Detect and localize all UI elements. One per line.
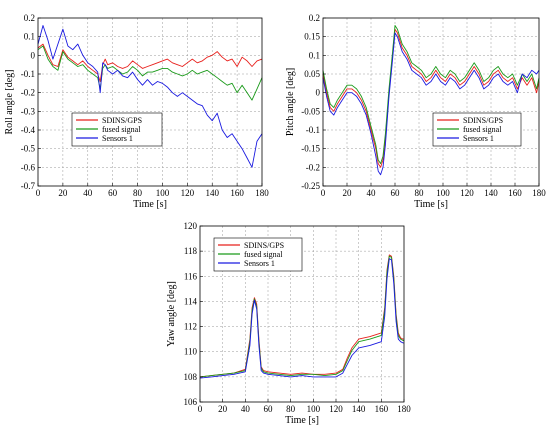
legend-label: fused signal: [244, 250, 283, 259]
y-tick-label: -0.15: [301, 144, 320, 154]
x-tick-label: 0: [321, 188, 326, 198]
plot-frame: [199, 225, 405, 403]
y-tick-label: 0.1: [309, 50, 320, 60]
y-tick-label: 120: [184, 221, 198, 231]
plot-frame: [37, 17, 263, 187]
legend-label: Sensors 1: [244, 259, 275, 268]
y-tick-label: 0.2: [309, 13, 320, 23]
legend-label: SDINS/GPS: [102, 116, 142, 125]
x-tick-label: 120: [181, 188, 195, 198]
y-tick-label: -0.2: [306, 162, 320, 172]
x-tick-label: 60: [108, 188, 118, 198]
x-tick-label: 20: [58, 188, 68, 198]
y-tick-label: 106: [184, 397, 198, 407]
y-tick-label: -0.05: [301, 106, 320, 116]
x-tick-label: 0: [198, 404, 203, 414]
y-tick-label: 116: [184, 271, 198, 281]
y-tick-label: -0.3: [21, 106, 36, 116]
series-line-2: [37, 25, 263, 168]
roll-angle-chart: 0 20 40 60 80 100 120 140 160 180 -0.7 -0.6 -0.5 -0.4…: [4, 13, 269, 210]
x-tick-label: 140: [352, 404, 366, 414]
y-tick-label: 0.1: [24, 32, 35, 42]
series-line-1: [37, 45, 263, 101]
y-axis-label: Yaw angle [deg]: [166, 281, 177, 347]
x-tick-label: 180: [397, 404, 411, 414]
plot-frame: [322, 17, 540, 187]
x-axis-label: Time [s]: [414, 199, 448, 210]
y-tick-label: -0.25: [301, 181, 320, 191]
pitch-angle-chart: 0 20 40 60 80 100 120 140 160 180 -0.25 -0.2 -0.15 -0…: [285, 13, 546, 210]
y-tick-label: 0: [316, 88, 321, 98]
y-tick-label: 0.05: [304, 69, 320, 79]
series-line-2: [322, 32, 540, 176]
y-tick-label: -0.7: [21, 181, 36, 191]
y-tick-label: 0: [31, 50, 36, 60]
x-tick-label: 160: [375, 404, 389, 414]
x-tick-label: 60: [264, 404, 274, 414]
y-tick-label: -0.2: [21, 88, 35, 98]
x-tick-label: 0: [36, 188, 41, 198]
x-tick-label: 20: [218, 404, 228, 414]
y-tick-label: -0.6: [21, 162, 36, 172]
y-tick-label: -0.1: [306, 125, 320, 135]
y-axis-label: Roll angle [deg]: [4, 70, 15, 135]
series-line-1: [199, 255, 404, 378]
x-axis-label: Time [s]: [133, 199, 167, 210]
x-axis-label: Time [s]: [285, 415, 319, 426]
y-tick-label: 114: [184, 296, 198, 306]
y-axis-label: Pitch angle [deg]: [285, 68, 296, 136]
series-line-2: [199, 258, 404, 379]
series-line-0: [199, 254, 404, 378]
x-tick-label: 20: [343, 188, 353, 198]
x-tick-label: 140: [484, 188, 498, 198]
x-tick-label: 40: [241, 404, 251, 414]
x-tick-label: 180: [255, 188, 269, 198]
yaw-angle-chart: 0 20 40 60 80 100 120 140 160 180 106 108 110 112 114 1…: [166, 221, 411, 426]
series-line-0: [37, 43, 263, 82]
x-tick-label: 140: [205, 188, 219, 198]
y-tick-label: 112: [184, 322, 197, 332]
legend-label: SDINS/GPS: [244, 241, 284, 250]
legend-label: Sensors 1: [102, 134, 133, 143]
x-tick-label: 100: [156, 188, 170, 198]
y-tick-label: 118: [184, 246, 198, 256]
x-tick-label: 160: [230, 188, 244, 198]
x-tick-label: 40: [83, 188, 93, 198]
legend-label: Sensors 1: [463, 134, 494, 143]
y-tick-label: 0.15: [304, 32, 320, 42]
legend-label: fused signal: [102, 125, 141, 134]
y-tick-label: -0.5: [21, 144, 36, 154]
x-tick-label: 180: [532, 188, 546, 198]
x-tick-label: 100: [436, 188, 450, 198]
x-tick-label: 100: [307, 404, 321, 414]
x-tick-label: 80: [133, 188, 143, 198]
x-tick-label: 80: [286, 404, 296, 414]
y-tick-label: -0.4: [21, 125, 36, 135]
y-tick-label: 108: [184, 372, 198, 382]
x-tick-label: 160: [508, 188, 522, 198]
y-tick-label: 110: [184, 347, 198, 357]
x-tick-label: 120: [460, 188, 474, 198]
series-line-1: [322, 25, 540, 165]
legend-label: SDINS/GPS: [463, 116, 503, 125]
x-tick-label: 120: [329, 404, 343, 414]
x-tick-label: 80: [415, 188, 425, 198]
legend-label: fused signal: [463, 125, 502, 134]
series-line-0: [322, 28, 540, 168]
x-tick-label: 60: [391, 188, 401, 198]
y-tick-label: 0.2: [24, 13, 35, 23]
y-tick-label: -0.1: [21, 69, 35, 79]
x-tick-label: 40: [367, 188, 377, 198]
